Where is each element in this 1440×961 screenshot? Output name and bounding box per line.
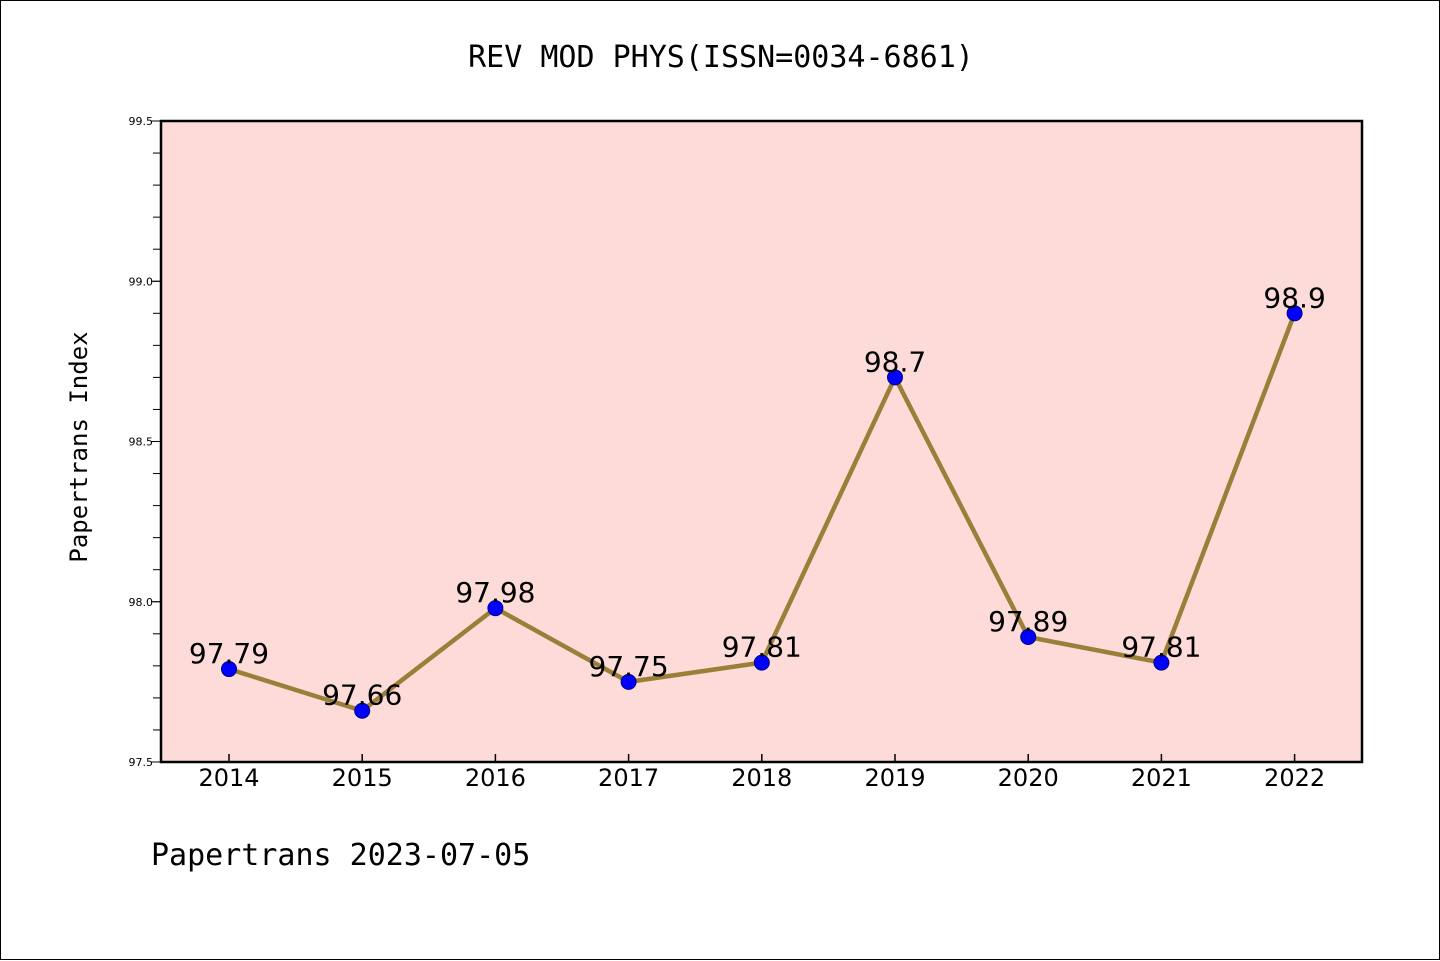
data-label: 97.79 <box>189 637 269 670</box>
x-axis-ticks: 2014 2015 2016 2017 2018 2019 2020 2021 2022 <box>198 754 1325 792</box>
data-point <box>1153 654 1170 671</box>
data-point <box>354 702 371 719</box>
y-tick-label: 98.0 <box>129 596 154 609</box>
x-tick-label: 2014 <box>198 764 259 792</box>
x-tick-label: 2018 <box>731 764 792 792</box>
data-label: 97.81 <box>1121 631 1201 664</box>
data-point <box>753 654 770 671</box>
y-axis-label: Papertrans Index <box>65 331 93 562</box>
y-tick-label: 98.5 <box>129 436 154 449</box>
data-label: 97.89 <box>988 605 1068 638</box>
plot-frame <box>159 119 1364 764</box>
data-point <box>1286 305 1303 322</box>
y-tick-label: 99.0 <box>129 275 154 288</box>
data-point <box>620 673 637 690</box>
data-label: 97.81 <box>722 631 802 664</box>
data-label: 97.66 <box>322 679 402 712</box>
chart-title: REV MOD PHYS(ISSN=0034-6861) <box>468 40 974 75</box>
x-tick-label: 2015 <box>332 764 393 792</box>
x-tick-label: 2016 <box>465 764 526 792</box>
y-axis-ticks: 97.5 98.0 98.5 99.0 99.5 <box>129 115 161 769</box>
data-label: 98.7 <box>864 345 926 378</box>
y-tick-label: 97.5 <box>129 756 154 769</box>
y-tick-label: 99.5 <box>129 115 154 128</box>
footer-text: Papertrans 2023-07-05 <box>151 838 530 873</box>
data-point <box>487 600 504 617</box>
data-point <box>221 661 237 678</box>
x-tick-label: 2020 <box>998 764 1059 792</box>
data-labels: 97.79 97.66 97.98 97.75 97.81 98.7 97.89 97.81 9… <box>189 281 1326 711</box>
series-markers <box>221 305 1303 719</box>
x-tick-label: 2019 <box>864 764 925 792</box>
x-tick-label: 2022 <box>1264 764 1325 792</box>
data-label: 97.75 <box>589 650 669 683</box>
x-tick-label: 2021 <box>1131 764 1192 792</box>
data-point <box>887 369 903 386</box>
data-label: 98.9 <box>1263 281 1325 314</box>
x-tick-label: 2017 <box>598 764 659 792</box>
data-label: 97.98 <box>455 576 535 609</box>
data-point <box>1020 629 1037 646</box>
